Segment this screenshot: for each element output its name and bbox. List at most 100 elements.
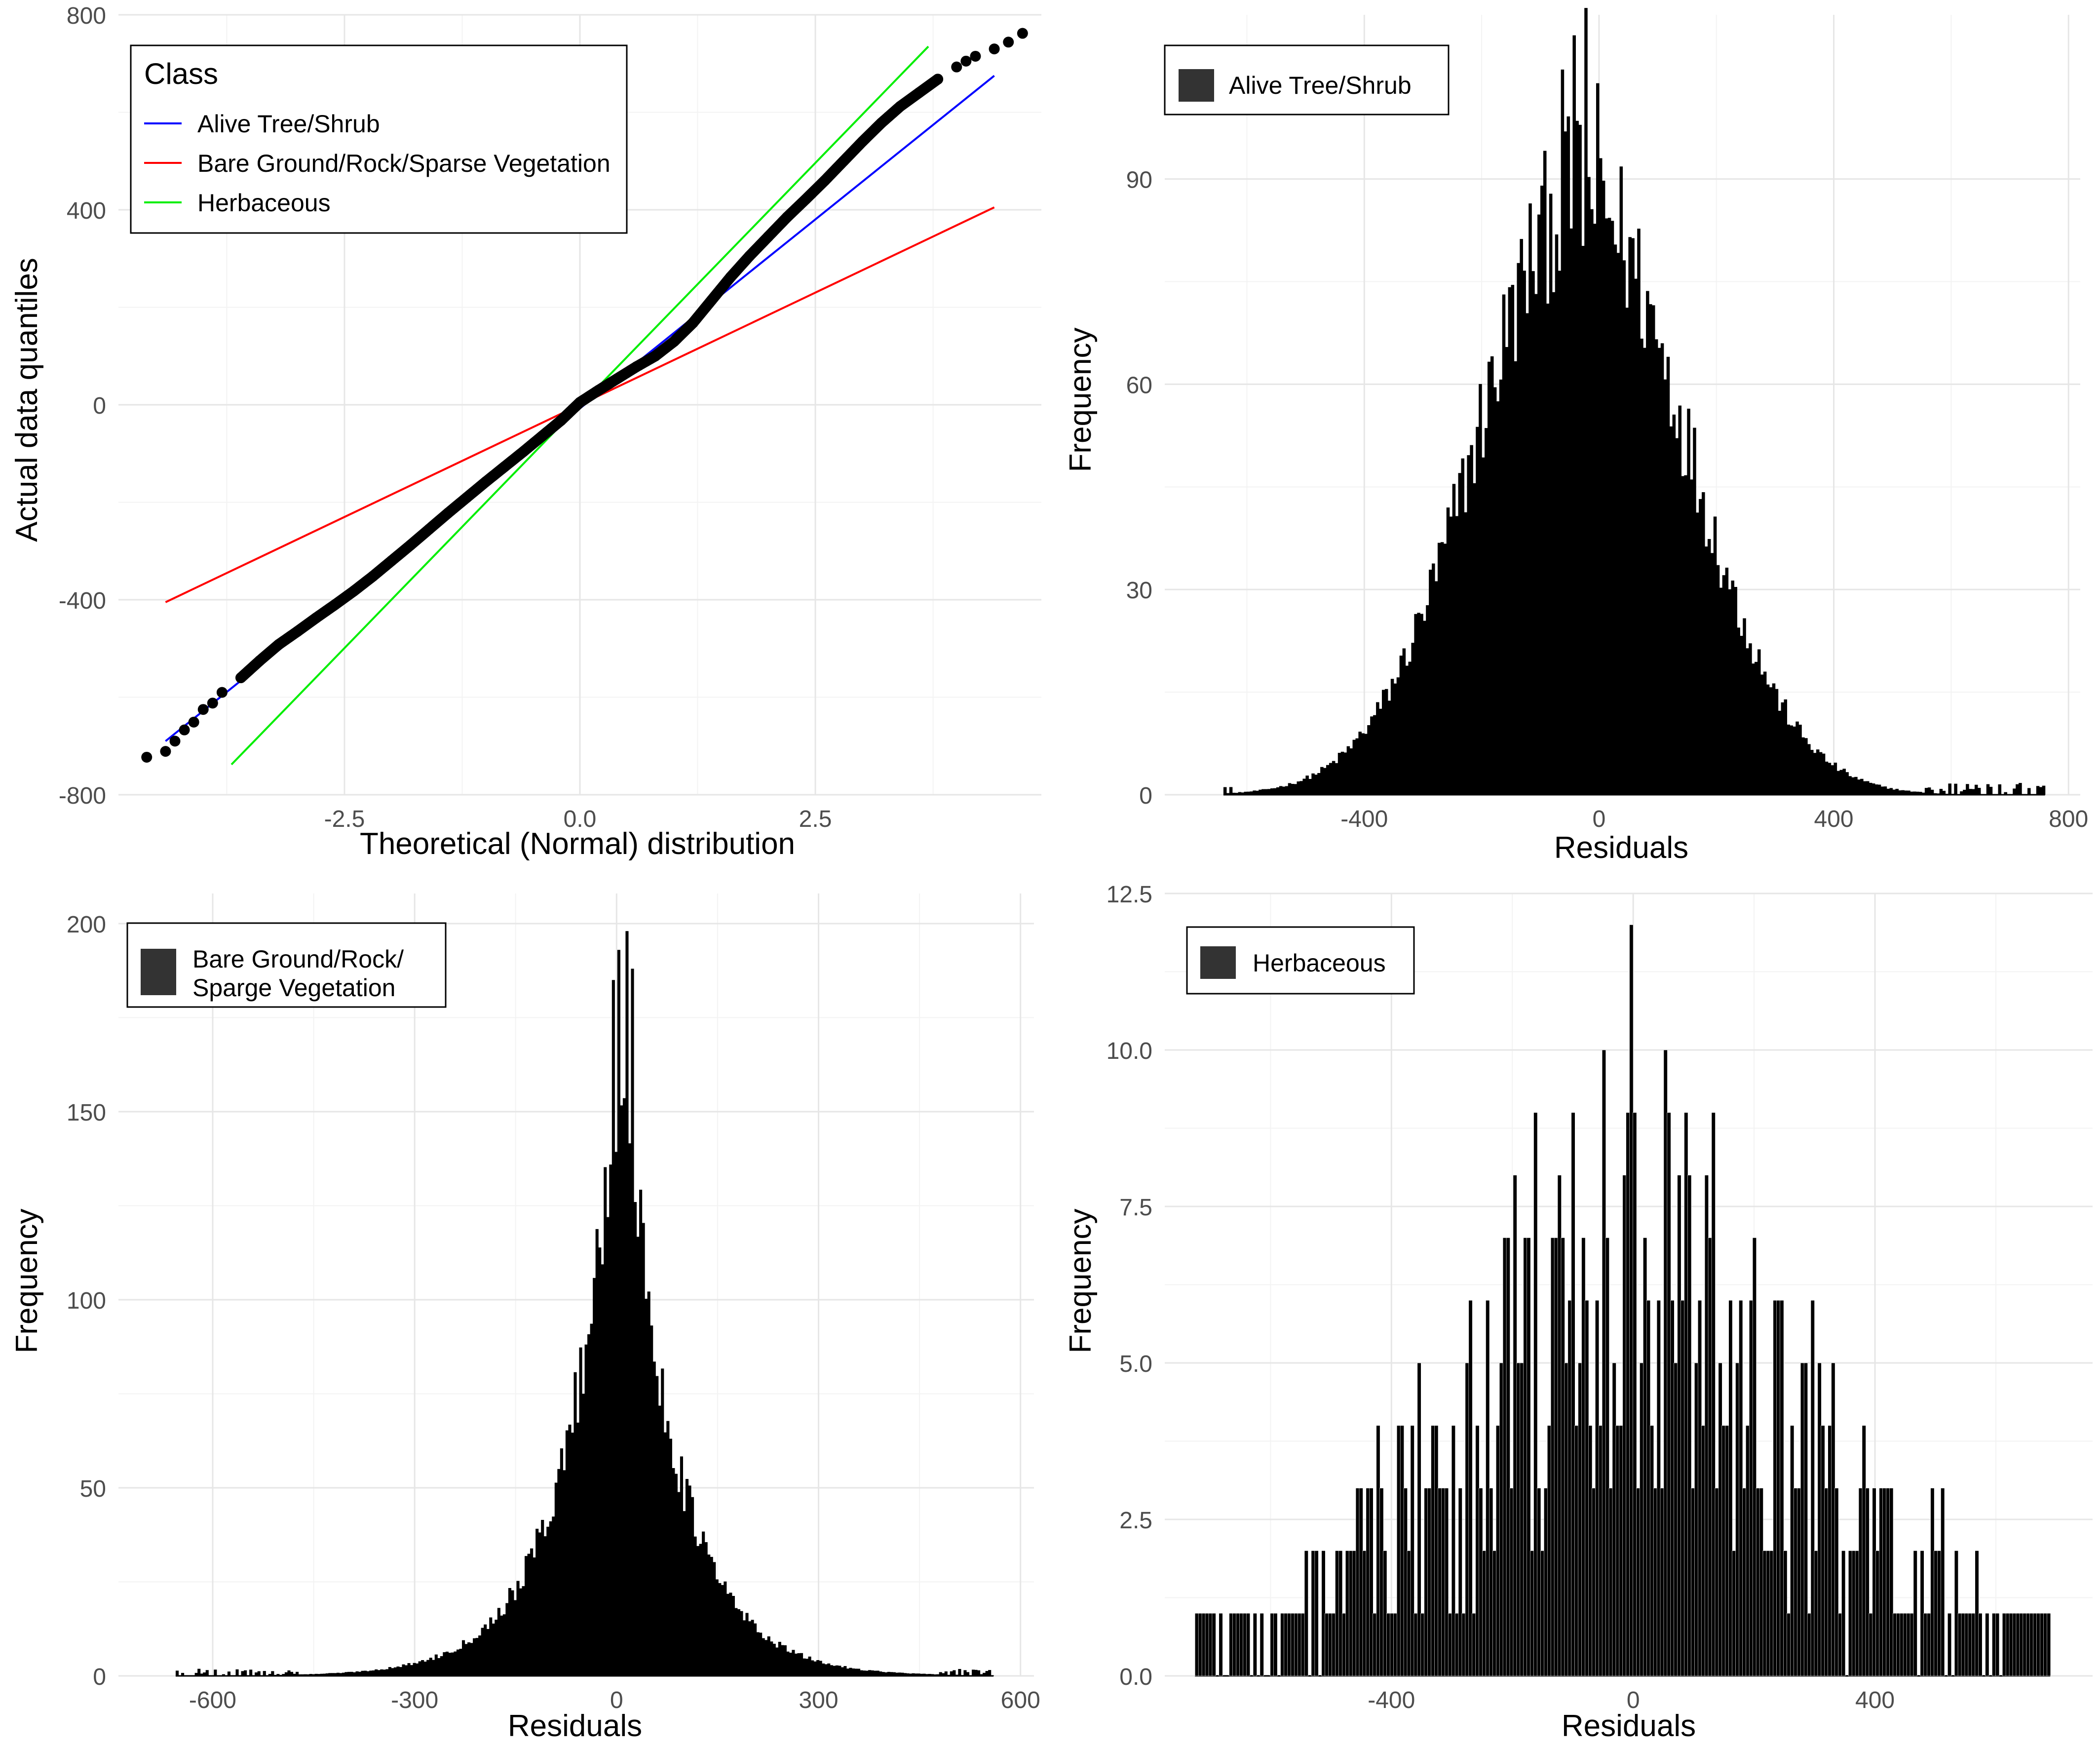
- bare-bar: [407, 1663, 411, 1676]
- bare-bar: [525, 1556, 528, 1676]
- qq-point: [329, 599, 341, 610]
- herb-bar: [1663, 1049, 1668, 1676]
- herb-bar: [1649, 1425, 1654, 1676]
- alive-bar: [1910, 791, 1913, 795]
- bare-bar: [399, 1667, 403, 1676]
- bare-bar: [925, 1674, 929, 1676]
- qq-point: [989, 43, 1000, 55]
- bare-bar: [680, 1456, 684, 1676]
- alive-bar: [1467, 455, 1470, 795]
- qq-point: [141, 751, 153, 763]
- qq-point: [423, 523, 435, 535]
- bare-y-axis-label: Frequency: [10, 1209, 44, 1354]
- bare-bar: [939, 1672, 942, 1676]
- qq-y-tick-label: -800: [59, 783, 106, 809]
- alive-bar: [1954, 783, 1957, 795]
- herb-bar: [1687, 1175, 1692, 1676]
- alive-bar: [1593, 224, 1597, 795]
- bare-bar: [584, 1344, 588, 1676]
- bare-bar: [633, 1202, 637, 1676]
- herb-bar: [1879, 1488, 1883, 1676]
- herb-bar: [1345, 1551, 1350, 1676]
- bare-bar: [385, 1669, 389, 1676]
- herb-bar: [1721, 1425, 1726, 1676]
- alive-bar: [1913, 791, 1916, 795]
- alive-bar: [1810, 750, 1814, 795]
- bare-bar: [284, 1672, 288, 1676]
- bare-bar: [339, 1673, 343, 1676]
- herb-bar: [2026, 1613, 2030, 1676]
- alive-bar: [1256, 790, 1259, 795]
- alive-bar: [1795, 721, 1799, 795]
- bare-bar: [571, 1433, 574, 1676]
- bare-bar: [304, 1674, 307, 1676]
- herb-bar: [1824, 1488, 1829, 1676]
- qq-legend-label-herb: Herbaceous: [197, 189, 331, 217]
- herb-bar: [2019, 1613, 2024, 1676]
- herb-bar: [1547, 1425, 1552, 1676]
- herb-bar: [1790, 1425, 1795, 1676]
- herb-legend-label: Herbaceous: [1253, 949, 1386, 977]
- alive-bar: [1936, 793, 1940, 795]
- bare-bar: [301, 1674, 305, 1676]
- herb-bar: [1773, 1300, 1777, 1676]
- herb-bar: [1670, 1300, 1675, 1676]
- alive-bar: [1250, 791, 1253, 795]
- qq-point: [706, 294, 718, 306]
- alive-bar: [1889, 788, 1893, 795]
- bare-bar: [252, 1675, 255, 1676]
- herb-y-tick-label: 7.5: [1119, 1195, 1152, 1221]
- alive-bar: [1508, 287, 1512, 795]
- alive-bar: [2039, 787, 2043, 795]
- alive-bar: [1972, 789, 1975, 795]
- bare-bar: [314, 1673, 318, 1676]
- qq-point: [207, 698, 218, 709]
- bare-bar: [475, 1638, 479, 1676]
- bare-bar: [203, 1672, 206, 1676]
- bare-bar: [535, 1528, 539, 1676]
- herb-bar: [1595, 1300, 1600, 1676]
- qq-point: [649, 350, 661, 362]
- alive-bar: [1728, 589, 1732, 795]
- alive-y-axis-label: Frequency: [1064, 328, 1098, 472]
- alive-bar: [1455, 516, 1459, 795]
- alive-bar: [1831, 765, 1834, 795]
- alive-bar: [1323, 768, 1327, 795]
- alive-bar: [1320, 767, 1324, 795]
- herb-histogram-panel: 0.02.55.07.510.012.5 -400 0 400 Residuals …: [1064, 882, 2093, 1743]
- alive-bar: [1939, 789, 1943, 795]
- herb-bar: [1359, 1488, 1363, 1676]
- alive-bar: [1892, 789, 1896, 795]
- bare-y-tick-label: 100: [67, 1288, 106, 1314]
- qq-point: [970, 50, 981, 62]
- herb-bar: [1352, 1551, 1356, 1676]
- qq-point: [687, 317, 698, 329]
- alive-bar: [1980, 794, 1984, 795]
- alive-bar: [1657, 348, 1661, 795]
- bare-bar: [495, 1620, 498, 1676]
- bare-bar: [461, 1640, 465, 1676]
- alive-bar: [1883, 786, 1887, 795]
- herb-bar: [1674, 1362, 1678, 1676]
- herb-bar: [1332, 1613, 1336, 1676]
- alive-bar: [1244, 791, 1248, 795]
- herb-bar: [1995, 1613, 2000, 1676]
- bare-bar: [851, 1668, 855, 1676]
- herb-bar: [1376, 1425, 1380, 1676]
- bare-bar: [928, 1673, 931, 1676]
- alive-bar: [2004, 792, 2007, 795]
- alive-bar: [1907, 790, 1910, 795]
- alive-bar: [1446, 507, 1450, 795]
- bare-bar: [958, 1668, 961, 1676]
- bare-bar: [827, 1663, 831, 1676]
- qq-point: [386, 555, 397, 566]
- herb-bar: [1366, 1488, 1370, 1676]
- bare-bar: [778, 1641, 781, 1676]
- bare-bar: [293, 1673, 296, 1676]
- qq-x-axis-label: Theoretical (Normal) distribution: [360, 827, 795, 861]
- herb-bar: [1242, 1613, 1247, 1676]
- herb-bar: [1602, 1049, 1606, 1676]
- alive-bar: [1784, 699, 1788, 795]
- herb-bar: [1831, 1362, 1835, 1676]
- alive-bar: [1440, 542, 1444, 795]
